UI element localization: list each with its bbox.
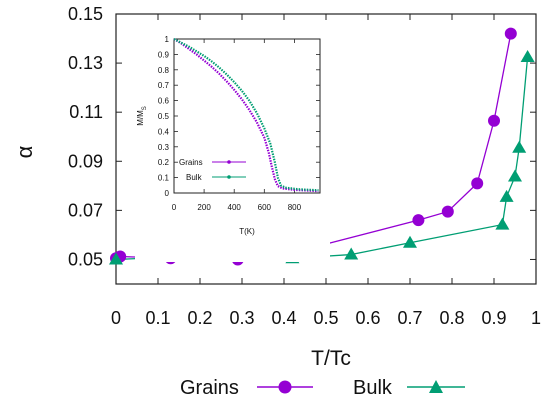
main-y-tick-label: 0.05 bbox=[68, 249, 103, 269]
legend-grains-label: Grains bbox=[180, 377, 239, 399]
main-x-tick-label: 0.4 bbox=[271, 308, 296, 328]
inset-y-axis-label: M/MS bbox=[136, 106, 148, 126]
main-x-tick-label: 1 bbox=[531, 308, 541, 328]
inset-y-tick-label: 0.8 bbox=[158, 66, 170, 75]
inset-legend-grains-label: Grains bbox=[179, 158, 203, 167]
inset-y-tick-label: 0.5 bbox=[158, 112, 170, 121]
inset-x-axis-label: T(K) bbox=[239, 227, 255, 236]
inset-y-tick-label: 0 bbox=[165, 189, 170, 198]
inset-y-tick-label: 0.1 bbox=[158, 174, 170, 183]
inset-y-tick-label: 0.9 bbox=[158, 50, 170, 59]
main-x-axis-label: T/Tc bbox=[311, 347, 351, 370]
main-x-tick-label: 0 bbox=[111, 308, 121, 328]
data-point-bulk bbox=[520, 49, 535, 62]
inset-x-tick-label: 0 bbox=[172, 203, 177, 212]
main-x-tick-label: 0.5 bbox=[313, 308, 338, 328]
inset-y-tick-label: 0.2 bbox=[158, 158, 170, 167]
main-y-tick-label: 0.11 bbox=[69, 102, 103, 122]
inset-series-line-grains bbox=[173, 38, 319, 193]
data-point-grains bbox=[504, 27, 517, 40]
main-y-tick-label: 0.13 bbox=[68, 53, 103, 73]
main-axes: 0 0.1 0.2 0.3 0.4 0.5 0.6 0.7 0.8 0.9 1 0.05 0.07 0.0… bbox=[68, 4, 541, 328]
legend-grains-marker bbox=[278, 380, 292, 394]
data-point-bulk bbox=[344, 247, 359, 260]
main-x-tick-label: 0.7 bbox=[397, 308, 422, 328]
data-point-bulk bbox=[499, 189, 514, 202]
main-x-tick-label: 0.3 bbox=[229, 308, 254, 328]
data-point-grains bbox=[441, 205, 454, 218]
inset-series-line-bulk bbox=[173, 38, 319, 192]
data-point-bulk bbox=[495, 217, 510, 230]
main-x-tick-label: 0.1 bbox=[145, 308, 170, 328]
inset-y-tick-label: 0.4 bbox=[158, 127, 170, 136]
data-point-bulk bbox=[403, 235, 417, 248]
inset-y-tick-label: 1 bbox=[165, 35, 170, 44]
inset-x-tick-label: 200 bbox=[197, 203, 211, 212]
data-point-bulk bbox=[109, 252, 123, 265]
data-point-grains bbox=[412, 214, 425, 227]
inset-legend-bulk-marker bbox=[227, 175, 231, 179]
main-y-tick-label: 0.07 bbox=[68, 200, 103, 220]
data-point-grains bbox=[488, 114, 500, 127]
inset-y-tick-label: 0.3 bbox=[158, 143, 170, 152]
main-y-axis-label: α bbox=[12, 145, 37, 158]
inset-background bbox=[135, 22, 330, 262]
main-legend: Grains Bulk bbox=[180, 377, 465, 399]
inset-y-tick-label: 0.7 bbox=[158, 81, 170, 90]
data-point-bulk bbox=[508, 169, 522, 182]
legend-bulk-marker bbox=[429, 380, 443, 393]
main-y-tick-label: 0.15 bbox=[68, 4, 103, 24]
inset-legend: Grains Bulk bbox=[179, 158, 246, 182]
inset-x-tick-label: 400 bbox=[228, 203, 242, 212]
inset-y-tick-label: 0.6 bbox=[158, 97, 170, 106]
legend-bulk-label: Bulk bbox=[353, 377, 393, 399]
main-y-tick-label: 0.09 bbox=[68, 151, 103, 171]
main-x-tick-label: 0.2 bbox=[187, 308, 212, 328]
data-point-bulk bbox=[512, 140, 527, 153]
main-x-tick-label: 0.8 bbox=[439, 308, 464, 328]
inset-legend-grains-marker bbox=[227, 160, 231, 164]
main-x-tick-label: 0.6 bbox=[355, 308, 380, 328]
data-point-grains bbox=[471, 177, 484, 190]
inset-x-tick-label: 600 bbox=[258, 203, 272, 212]
inset-series bbox=[173, 38, 319, 193]
inset-legend-bulk-label: Bulk bbox=[186, 173, 203, 182]
inset-axes: 0 200 400 600 800 0 0.1 0.2 0.3 0.4 0.5 0.6 0.7 0.8 0.… bbox=[158, 35, 320, 212]
main-x-tick-label: 0.9 bbox=[481, 308, 506, 328]
inset-x-tick-label: 800 bbox=[288, 203, 302, 212]
inset-chart: 0 200 400 600 800 0 0.1 0.2 0.3 0.4 0.5 0.6 0.7 0.8 0.… bbox=[135, 22, 330, 262]
